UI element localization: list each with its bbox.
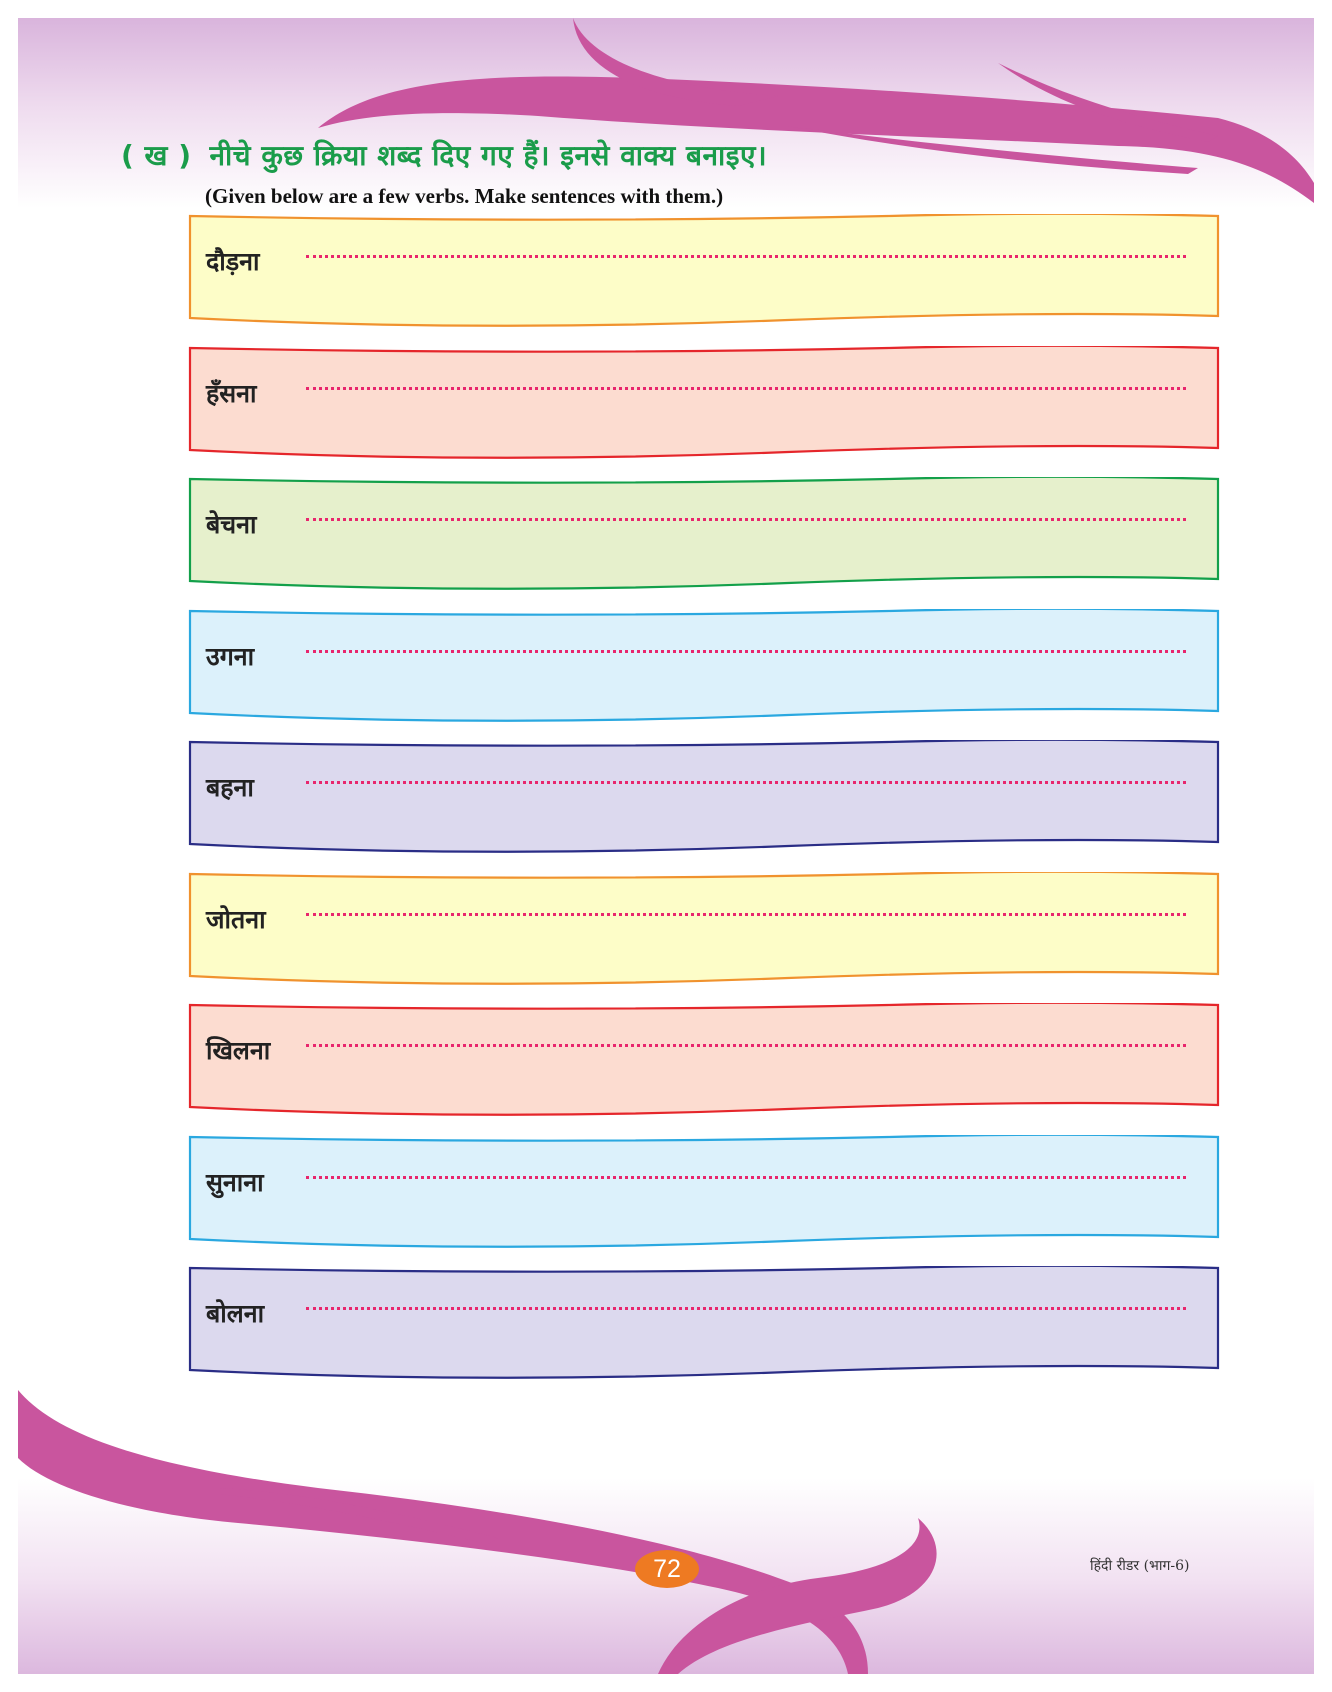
sentence-writing-line[interactable] [306, 518, 1186, 521]
exercise-marker: ( ख ) [121, 139, 192, 172]
verb-strip: हँसना [188, 346, 1228, 464]
page-number-badge: 72 [635, 1550, 699, 1588]
verb-strip-shape [188, 740, 1220, 853]
verb-strip-shape [188, 477, 1220, 590]
sentence-writing-line[interactable] [306, 781, 1186, 784]
exercise-instruction-english: (Given below are a few verbs. Make sente… [205, 184, 724, 208]
verb-word: हँसना [206, 379, 257, 408]
verb-word: जोतना [206, 905, 266, 934]
verb-word: दौड़ना [206, 247, 260, 276]
verb-strip-shape [188, 214, 1220, 327]
verb-strip: दौड़ना [188, 214, 1228, 332]
workbook-page: ( ख ) नीचे कुछ क्रिया शब्द दिए गए हैं। इन… [18, 18, 1314, 1674]
verb-word: सुनाना [206, 1168, 264, 1197]
verb-word: बोलना [206, 1299, 265, 1328]
verb-strip: जोतना [188, 872, 1228, 990]
sentence-writing-line[interactable] [306, 387, 1186, 390]
verb-strip-shape [188, 1135, 1220, 1248]
verb-strip-shape [188, 1266, 1220, 1379]
sentence-writing-line[interactable] [306, 650, 1186, 653]
verb-word: बहना [206, 773, 254, 802]
verb-strip-shape [188, 1003, 1220, 1116]
verb-strip: खिलना [188, 1003, 1228, 1121]
verb-word: बेचना [206, 510, 257, 539]
exercise-heading: ( ख ) नीचे कुछ क्रिया शब्द दिए गए हैं। इन… [121, 136, 767, 174]
sentence-writing-line[interactable] [306, 913, 1186, 916]
sentence-writing-line[interactable] [306, 255, 1186, 258]
top-decorative-swoosh [318, 18, 1314, 203]
verb-strip: बहना [188, 740, 1228, 858]
verb-strip: बेचना [188, 477, 1228, 595]
verb-strip: बोलना [188, 1266, 1228, 1384]
verb-strip: सुनाना [188, 1135, 1228, 1253]
verb-strip-shape [188, 872, 1220, 985]
verb-strip: उगना [188, 609, 1228, 727]
sentence-writing-line[interactable] [306, 1044, 1186, 1047]
book-title-footer: हिंदी रीडर (भाग-6) [1090, 1558, 1190, 1574]
exercise-instruction-hindi: नीचे कुछ क्रिया शब्द दिए गए हैं। इनसे वा… [209, 139, 768, 172]
sentence-writing-line[interactable] [306, 1307, 1186, 1310]
sentence-writing-line[interactable] [306, 1176, 1186, 1179]
verb-word: उगना [206, 642, 255, 671]
verb-strip-shape [188, 346, 1220, 459]
bottom-decorative-swoosh [18, 1390, 937, 1674]
verb-strip-shape [188, 609, 1220, 722]
verb-word: खिलना [206, 1036, 271, 1065]
